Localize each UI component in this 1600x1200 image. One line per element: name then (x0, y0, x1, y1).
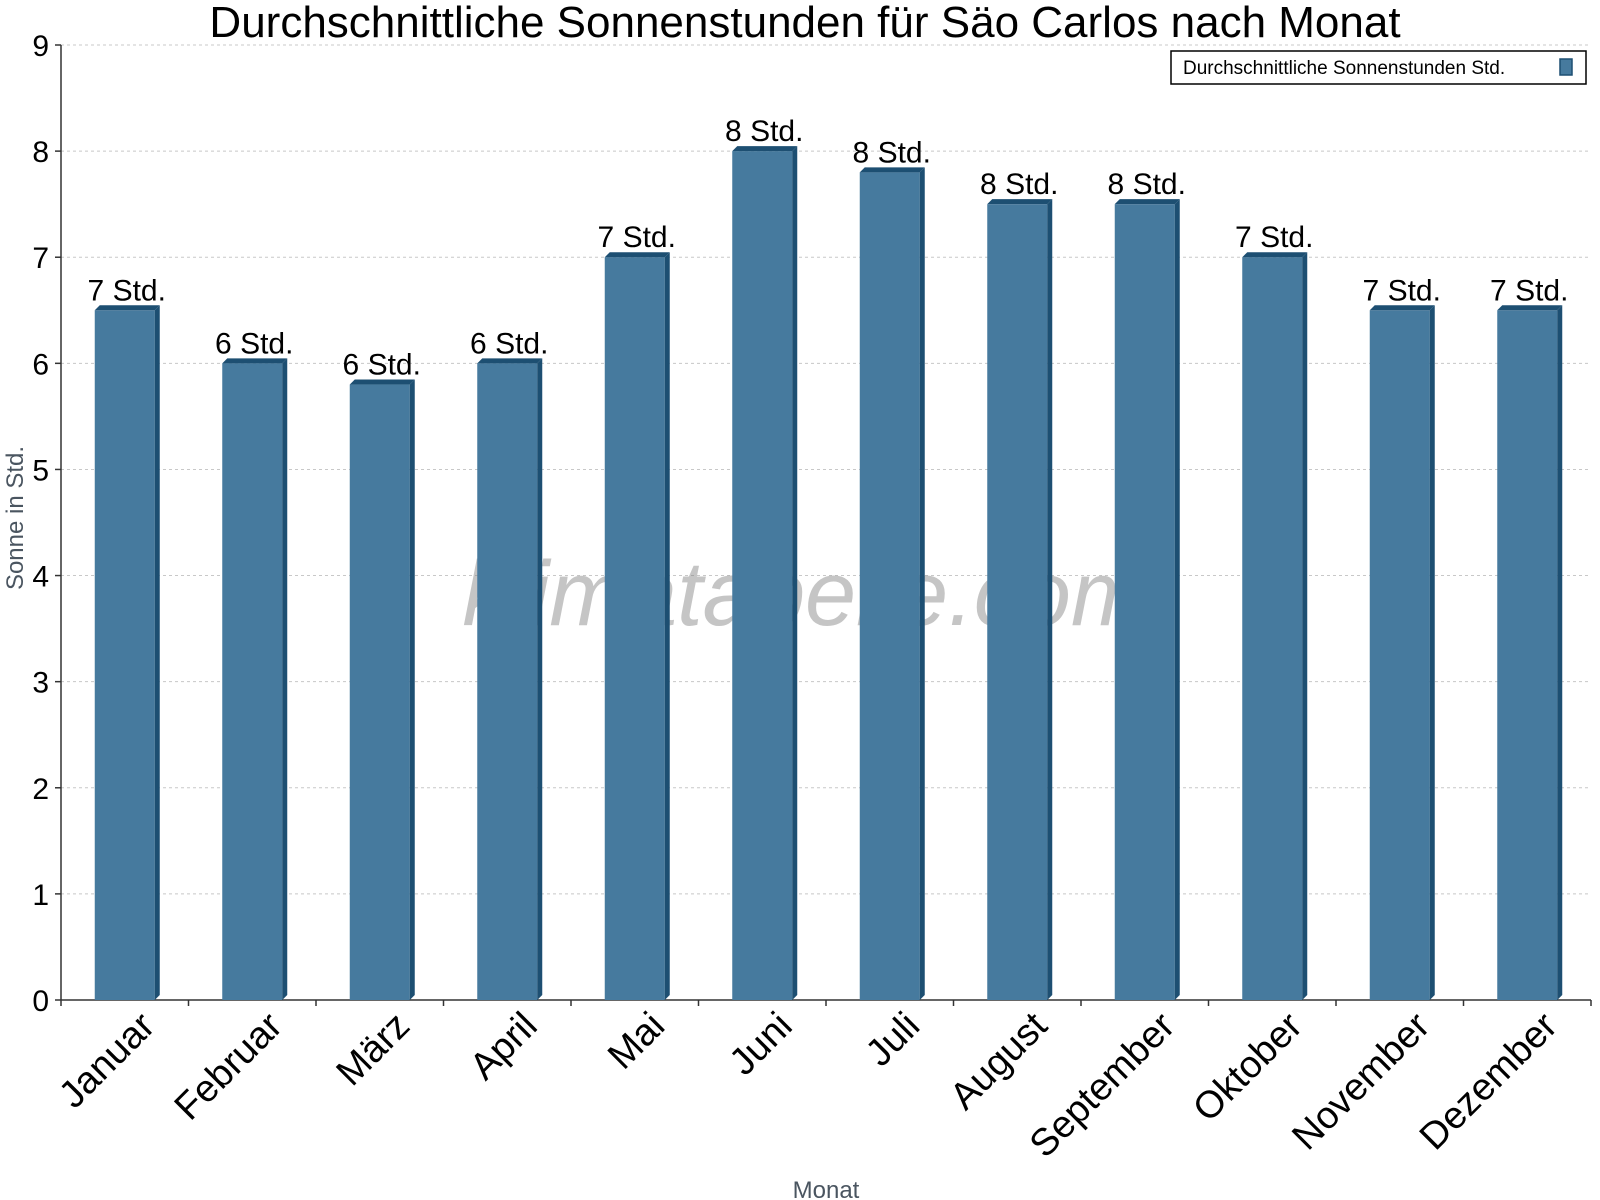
grid-lines (61, 44, 1591, 895)
legend-label: Durchschnittliche Sonnenstunden Std. (1183, 58, 1505, 79)
bar (987, 204, 1048, 1000)
bar (732, 151, 793, 1001)
x-tick-label: August (942, 1004, 1056, 1118)
y-tick-label: 2 (32, 773, 49, 806)
bar-side (1557, 305, 1563, 1000)
y-axis-label: Sonne in Std. (2, 446, 29, 590)
bar (1114, 204, 1175, 1000)
data-label: 7 Std. (598, 221, 676, 254)
y-tick-label: 3 (32, 667, 49, 700)
bar-top (94, 305, 160, 311)
legend-box (1170, 50, 1587, 85)
legend-swatch (1559, 58, 1573, 76)
bar-top (1242, 252, 1308, 258)
data-label: 8 Std. (1108, 168, 1186, 201)
y-tick-label: 9 (32, 30, 49, 63)
data-label: 7 Std. (1235, 221, 1313, 254)
axes (55, 44, 1592, 1006)
y-tick-label: 1 (32, 879, 49, 912)
bar (94, 310, 155, 1000)
bar (1497, 310, 1558, 1000)
bars (94, 146, 1563, 1001)
bar-side (282, 358, 288, 1000)
y-tick-label: 0 (32, 985, 49, 1018)
x-tick-label: Oktober (1185, 1004, 1311, 1130)
data-label: 6 Std. (215, 327, 293, 360)
x-tick-label: November (1284, 1004, 1438, 1158)
bar-side (1429, 305, 1435, 1000)
bar-top (222, 358, 288, 364)
x-tick-label: Dezember (1412, 1004, 1566, 1158)
bar-top (349, 379, 415, 385)
x-axis-label: Monat (793, 1177, 860, 1200)
bar (1369, 310, 1430, 1000)
bar-side (792, 146, 798, 1001)
x-tick-label: Mai (600, 1005, 673, 1078)
bar-top (987, 199, 1053, 205)
bar (859, 172, 920, 1001)
x-tick-label: April (462, 1005, 545, 1088)
data-label: 7 Std. (1490, 274, 1568, 307)
bar-side (537, 358, 543, 1000)
bar-side (409, 379, 415, 1000)
data-label: 8 Std. (980, 168, 1058, 201)
bar-top (604, 252, 670, 258)
bar (222, 363, 283, 1000)
data-label: 8 Std. (725, 115, 803, 148)
bar-side (1174, 199, 1180, 1000)
bar-top (1369, 305, 1435, 311)
bar-top (1114, 199, 1180, 205)
x-tick-label: Juni (722, 1005, 801, 1084)
bar-top (732, 146, 798, 152)
x-tick-label: März (329, 1005, 418, 1094)
bar (604, 257, 665, 1000)
bar-side (664, 252, 670, 1000)
y-tick-label: 6 (32, 348, 49, 381)
y-tick-label: 8 (32, 136, 49, 169)
y-tick-label: 7 (32, 242, 49, 275)
bar (349, 384, 410, 1000)
bar-top (859, 167, 925, 173)
bar-side (1302, 252, 1308, 1000)
y-tick-label: 4 (32, 561, 49, 594)
data-label: 7 Std. (88, 274, 166, 307)
bar-side (919, 167, 925, 1001)
chart-title: Durchschnittliche Sonnenstunden für Säo … (209, 0, 1400, 47)
x-tick-labels: Januar Februar März April Mai Juni Juli AugustS… (51, 1004, 1566, 1165)
data-label: 6 Std. (343, 349, 421, 382)
y-tick-label: 5 (32, 454, 49, 487)
bar-side (1047, 199, 1053, 1000)
data-labels: 7 Std. 6 Std. 6 Std. 6 Std. 7 Std. 8 Std. 8 St… (88, 115, 1569, 381)
x-tick-label: Februar (167, 1004, 291, 1128)
data-label: 7 Std. (1363, 274, 1441, 307)
data-label: 8 Std. (853, 136, 931, 169)
y-tick-labels: 0 1 2 3 4 5 6 7 8 9 (32, 30, 49, 1018)
x-tick-label: Januar (51, 1004, 163, 1116)
data-label: 6 Std. (470, 327, 548, 360)
x-tick-label: Juli (858, 1005, 928, 1075)
bar-side (154, 305, 160, 1000)
bar-top (477, 358, 543, 364)
legend: Durchschnittliche Sonnenstunden Std. (1170, 50, 1587, 85)
bar (1242, 257, 1303, 1000)
bar-top (1497, 305, 1563, 311)
bar (477, 363, 538, 1000)
